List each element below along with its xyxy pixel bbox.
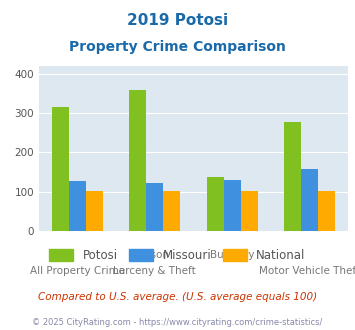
Bar — [129, 89, 146, 231]
Text: Arson: Arson — [140, 250, 170, 260]
Legend: Potosi, Missouri, National: Potosi, Missouri, National — [45, 244, 310, 266]
Bar — [224, 180, 241, 231]
Bar — [52, 107, 69, 231]
Text: Motor Vehicle Theft: Motor Vehicle Theft — [259, 266, 355, 276]
Bar — [318, 190, 335, 231]
Text: Property Crime Comparison: Property Crime Comparison — [69, 40, 286, 53]
Bar — [301, 169, 318, 231]
Text: © 2025 CityRating.com - https://www.cityrating.com/crime-statistics/: © 2025 CityRating.com - https://www.city… — [32, 318, 323, 327]
Bar — [69, 181, 86, 231]
Bar — [163, 190, 180, 231]
Text: 2019 Potosi: 2019 Potosi — [127, 13, 228, 28]
Text: Burglary: Burglary — [210, 250, 254, 260]
Bar — [284, 122, 301, 231]
Text: All Property Crime: All Property Crime — [30, 266, 125, 276]
Bar — [241, 190, 258, 231]
Bar — [146, 183, 163, 231]
Text: Compared to U.S. average. (U.S. average equals 100): Compared to U.S. average. (U.S. average … — [38, 292, 317, 302]
Text: Larceny & Theft: Larceny & Theft — [114, 266, 196, 276]
Bar — [207, 177, 224, 231]
Bar — [86, 190, 103, 231]
